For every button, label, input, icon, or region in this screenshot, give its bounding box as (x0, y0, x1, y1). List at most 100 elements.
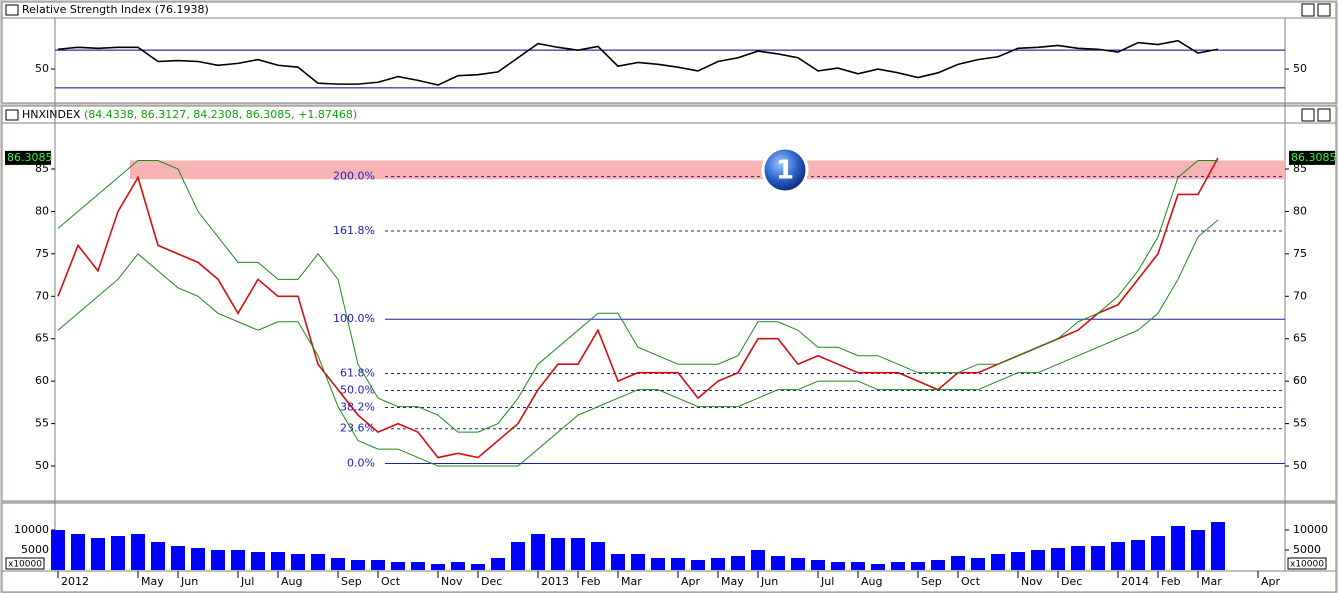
volume-bar (1111, 542, 1125, 570)
x-tick-label: Feb (1161, 575, 1180, 588)
y-tick-label: 5000 (1293, 543, 1321, 556)
volume-bar (911, 562, 925, 570)
volume-bar (551, 538, 565, 570)
volume-bar (851, 562, 865, 570)
x-tick-label: Dec (481, 575, 502, 588)
panel-icon (5, 4, 19, 16)
volume-bar (1171, 526, 1185, 570)
volume-bar (611, 554, 625, 570)
y-tick-label: 10000 (1293, 523, 1328, 536)
volume-bar (171, 546, 185, 570)
y-tick-label: 85 (35, 162, 49, 175)
volume-bar (1091, 546, 1105, 570)
x-tick-label: Jul (240, 575, 254, 588)
last-value: 86.3085 (7, 151, 53, 164)
y-tick-label: 50 (35, 62, 49, 75)
fib-label: 0.0% (347, 457, 375, 470)
y-tick-label: 50 (35, 459, 49, 472)
volume-bar (211, 550, 225, 570)
volume-bar (751, 550, 765, 570)
y-tick-label: 10000 (14, 523, 49, 536)
x-tick-label: Mar (621, 575, 642, 588)
volume-bar (71, 534, 85, 570)
x-tick-label: Jul (820, 575, 834, 588)
volume-bar (351, 560, 365, 570)
volume-bar (511, 542, 525, 570)
rsi-title: Relative Strength Index (76.1938) (22, 3, 209, 16)
volume-bar (111, 536, 125, 570)
y-tick-label: 75 (1293, 247, 1307, 260)
y-tick-label: 85 (1293, 162, 1307, 175)
units-box (5, 557, 45, 570)
y-tick-label: 70 (1293, 289, 1307, 302)
volume-bar (831, 562, 845, 570)
y-tick-label: 80 (35, 204, 49, 217)
resistance-band (130, 160, 1285, 180)
volume-bar (1191, 530, 1205, 570)
last-value: 86.3085 (1291, 151, 1337, 164)
volume-bar (471, 564, 485, 570)
x-tick-label: 2013 (541, 575, 569, 588)
volume-bar (931, 560, 945, 570)
volume-bar (1211, 522, 1225, 570)
rsi-panel (1, 1, 1337, 104)
last-value-box (5, 150, 51, 165)
y-tick-label: 5000 (21, 543, 49, 556)
volume-bar (631, 554, 645, 570)
y-tick-label: 65 (35, 332, 49, 345)
volume-bar (1151, 536, 1165, 570)
panel-icon (5, 109, 19, 121)
maximize-button[interactable] (1301, 3, 1315, 17)
volume-bar (651, 558, 665, 570)
volume-bar (871, 564, 885, 570)
y-tick-label: 75 (35, 247, 49, 260)
x-tick-label: Oct (381, 575, 401, 588)
y-tick-label: 60 (1293, 374, 1307, 387)
y-tick-label: 50 (1293, 459, 1307, 472)
volume-bar (1071, 546, 1085, 570)
x-tick-label: Feb (581, 575, 600, 588)
volume-bar (571, 538, 585, 570)
y-tick-label: 60 (35, 374, 49, 387)
x-tick-label: Nov (441, 575, 463, 588)
x-tick-label: 2014 (1121, 575, 1149, 588)
x-tick-label: Aug (281, 575, 302, 588)
ohlc-text: (84.4338, 86.3127, 84.2308, 86.3085, +1.… (84, 108, 357, 121)
volume-bar (51, 530, 65, 570)
y-tick-label: 50 (1293, 62, 1307, 75)
volume-bar (371, 560, 385, 570)
x-tick-label: Sep (921, 575, 942, 588)
volume-bar (731, 556, 745, 570)
x-tick-label: Oct (961, 575, 981, 588)
volume-bar (311, 554, 325, 570)
volume-bar (951, 556, 965, 570)
close-button[interactable] (1317, 3, 1331, 17)
volume-bar (811, 560, 825, 570)
volume-bar (991, 554, 1005, 570)
volume-bar (1051, 548, 1065, 570)
volume-bar (391, 562, 405, 570)
maximize-button[interactable] (1301, 108, 1315, 122)
fib-label: 161.8% (333, 224, 375, 237)
last-value-box (1289, 150, 1335, 165)
x-tick-label: May (721, 575, 744, 588)
volume-bar (1131, 540, 1145, 570)
data-line (57, 39, 1219, 86)
x-tick-label: Nov (1021, 575, 1043, 588)
volume-bar (411, 562, 425, 570)
volume-bar (91, 538, 105, 570)
fib-label: 50.0% (340, 384, 375, 397)
volume-bar (971, 558, 985, 570)
y-tick-label: 70 (35, 289, 49, 302)
y-tick-label: 55 (35, 417, 49, 430)
close-button[interactable] (1317, 108, 1331, 122)
x-tick-label: 2012 (61, 575, 89, 588)
y-tick-label: 65 (1293, 332, 1307, 345)
volume-bar (1011, 552, 1025, 570)
volume-bar (671, 558, 685, 570)
units-box (1287, 557, 1327, 570)
volume-bar (231, 550, 245, 570)
volume-bar (191, 548, 205, 570)
